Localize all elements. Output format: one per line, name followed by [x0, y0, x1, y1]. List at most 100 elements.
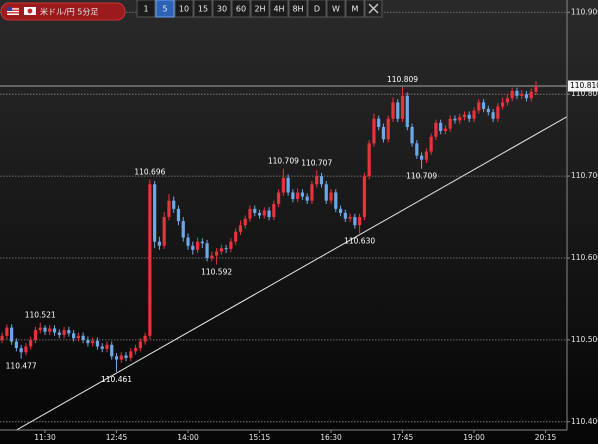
candle-body	[267, 210, 271, 218]
interval-button[interactable]	[136, 0, 156, 18]
interval-label[interactable]: W	[332, 5, 340, 14]
interval-button[interactable]	[307, 0, 327, 18]
interval-button[interactable]	[326, 0, 346, 18]
interval-label[interactable]: M	[352, 5, 359, 14]
interval-label[interactable]: 8H	[292, 5, 303, 14]
candle-body	[191, 245, 195, 250]
candle-body	[181, 221, 185, 238]
y-tick-label: 110.500	[571, 335, 598, 344]
candle-body	[10, 327, 14, 342]
candle-body	[167, 200, 171, 218]
interval-label[interactable]: 10	[179, 5, 189, 14]
candle-body	[43, 327, 47, 332]
candle-body	[219, 248, 223, 252]
candle-body	[14, 341, 19, 349]
candle-body	[133, 348, 138, 352]
candle-body	[253, 208, 257, 213]
interval-label[interactable]: 60	[236, 5, 246, 14]
candle-body	[48, 328, 52, 332]
candle-body	[391, 102, 395, 119]
candle-body	[86, 339, 90, 344]
candle-body	[105, 344, 109, 349]
candle-body	[95, 340, 100, 347]
candle-body	[100, 346, 104, 349]
candle-body	[143, 335, 147, 342]
interval-label[interactable]: 1	[143, 5, 148, 14]
candle-body	[248, 208, 252, 219]
interval-button[interactable]	[193, 0, 213, 18]
candle-body	[124, 355, 128, 358]
candle-body	[62, 330, 66, 335]
candle-body	[472, 110, 476, 119]
y-tick-label: 110.600	[571, 253, 598, 262]
interval-button[interactable]	[288, 0, 308, 18]
interval-button[interactable]	[269, 0, 289, 18]
candle-body	[353, 217, 357, 226]
interval-label[interactable]: 2H	[254, 5, 265, 14]
axes: 110.400 110.500 110.600 110.700 110.800 110.9…	[34, 7, 598, 442]
candle-body	[153, 184, 157, 242]
candle-body	[515, 90, 519, 96]
candle-body	[148, 184, 152, 336]
candle-body	[405, 95, 409, 127]
x-tick-label: 19:00	[463, 433, 485, 442]
interval-button[interactable]	[345, 0, 365, 18]
candle-body	[343, 212, 347, 219]
candle-body	[162, 217, 166, 246]
interval-label[interactable]: 4H	[273, 5, 284, 14]
high-annotation: 110.809	[387, 75, 418, 84]
candle-body	[529, 91, 533, 99]
candle-body	[510, 90, 514, 99]
candle-body	[396, 102, 400, 119]
candle-body	[195, 241, 200, 250]
candle-body	[272, 203, 276, 218]
candle-body	[33, 330, 38, 340]
candle-body	[453, 118, 457, 121]
interval-buttons: 1 5 10 15 30 60 2H 4H 8H D W M	[136, 0, 365, 18]
interval-button[interactable]	[174, 0, 194, 18]
candle-body	[324, 184, 328, 201]
interval-label[interactable]: D	[314, 5, 320, 14]
high-annotation: 110.696	[134, 167, 165, 176]
y-tick-label: 110.400	[571, 417, 598, 426]
candle-body	[415, 143, 419, 156]
high-annotation: 110.521	[25, 311, 56, 320]
interval-button[interactable]	[155, 0, 175, 18]
candle-body	[67, 330, 71, 334]
interval-button[interactable]	[231, 0, 251, 18]
candle-body	[224, 248, 228, 250]
interval-button[interactable]	[250, 0, 270, 18]
interval-button[interactable]	[212, 0, 232, 18]
interval-label[interactable]: 30	[217, 5, 227, 14]
candle-body	[238, 225, 243, 232]
candle-body	[305, 196, 309, 201]
candle-body	[400, 95, 405, 119]
candle-body	[329, 192, 333, 201]
interval-label[interactable]: 5	[162, 5, 167, 14]
candle-body	[72, 333, 76, 339]
candle-body	[281, 177, 285, 193]
candle-body	[257, 212, 262, 216]
candle-body	[300, 192, 305, 197]
interval-label[interactable]: 15	[198, 5, 208, 14]
close-button[interactable]	[364, 0, 383, 18]
candle-body	[229, 241, 233, 249]
x-tick-label: 16:30	[320, 433, 342, 442]
candle-body	[377, 118, 381, 127]
candle-body	[367, 143, 371, 177]
candle-body	[429, 136, 433, 152]
candle-body	[477, 102, 481, 111]
symbol-label: 米ドル/円 5分足	[40, 7, 98, 17]
x-tick-label: 17:45	[392, 433, 414, 442]
candle-body	[310, 184, 314, 201]
candle-body	[338, 208, 343, 213]
candle-body	[215, 251, 219, 256]
candle-body	[448, 118, 452, 129]
toolbar: 米ドル/円 5分足 1 5 10 15 30 60 2H 4H 8H D W M	[0, 0, 383, 21]
last-price-box	[568, 80, 598, 92]
low-annotation: 110.709	[406, 172, 437, 181]
candle-body	[210, 255, 214, 258]
candle-body	[372, 118, 376, 144]
